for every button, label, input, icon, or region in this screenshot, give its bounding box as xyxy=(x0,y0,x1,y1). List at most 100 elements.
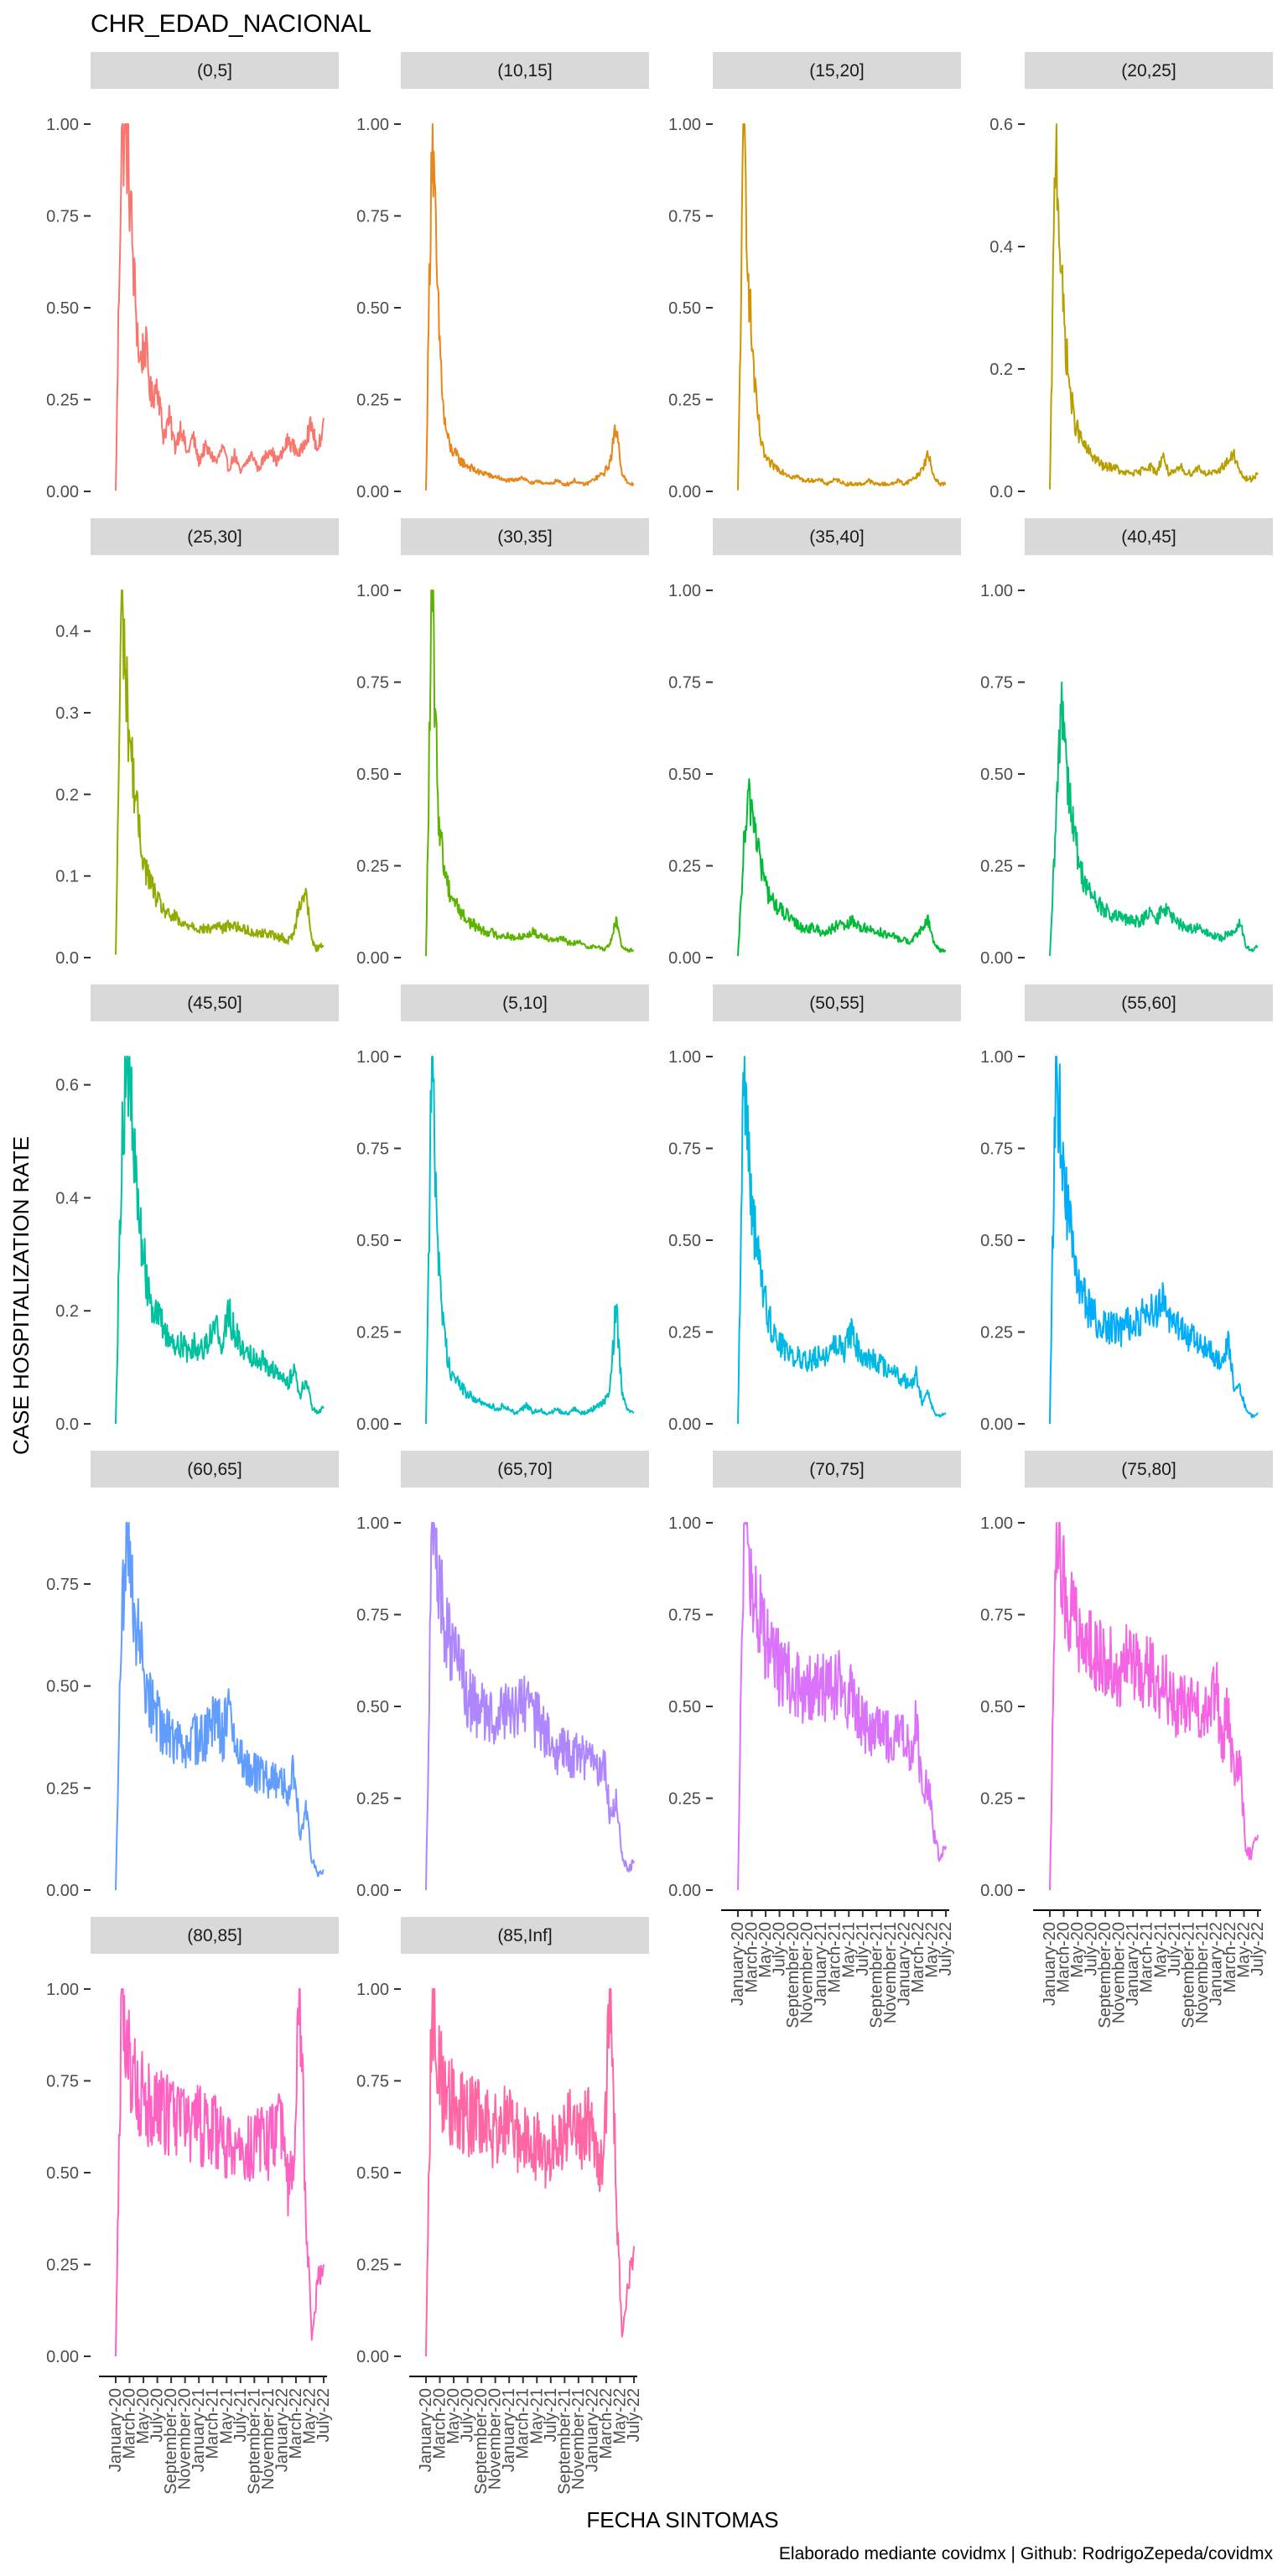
y-tick-label: 0.00 xyxy=(980,1415,1013,1434)
x-tick-label: May-21 xyxy=(1151,1922,1170,1978)
x-tick-label: July-21 xyxy=(542,2388,560,2442)
y-tick-label: 0.00 xyxy=(980,949,1013,968)
y-tick-label: 0.25 xyxy=(980,1324,1013,1343)
x-tick-label: July-20 xyxy=(771,1922,789,1976)
y-tick-label: 0.00 xyxy=(668,483,701,501)
y-tick-label: 0.50 xyxy=(980,1698,1013,1716)
facet-label: (60,65] xyxy=(187,1460,242,1479)
y-tick-label: 0.50 xyxy=(980,1232,1013,1250)
y-tick-label: 1.00 xyxy=(668,116,701,134)
x-tick-label: July-22 xyxy=(1249,1922,1267,1976)
y-tick-label: 0.25 xyxy=(46,392,79,410)
facet-panel: (0,5] 0.00 0.25 0.50 0.75 1.00 xyxy=(46,52,339,501)
y-tick-label: 0.00 xyxy=(356,949,389,968)
x-tick-label: March-22 xyxy=(597,2388,615,2459)
x-tick-label: November-20 xyxy=(798,1922,817,2023)
y-tick-label: 1.00 xyxy=(668,1514,701,1533)
facet-label: (15,20] xyxy=(809,61,864,80)
y-tick-label: 0.25 xyxy=(668,1324,701,1343)
x-tick-label: May-21 xyxy=(217,2388,236,2444)
facet-strip xyxy=(713,518,961,555)
series-line xyxy=(115,1522,325,1891)
x-tick-label: July-22 xyxy=(314,2388,333,2442)
series-line xyxy=(425,589,635,957)
x-tick-label: March-22 xyxy=(1221,1922,1239,1992)
facet-strip xyxy=(401,984,649,1021)
y-tick-label: 1.00 xyxy=(356,1514,389,1533)
series-line xyxy=(737,778,947,957)
x-tick-label: January-20 xyxy=(417,2388,435,2472)
facet-panel: (40,45] 0.00 0.25 0.50 0.75 1.00 xyxy=(980,518,1273,968)
facet-panel: (30,35] 0.00 0.25 0.50 0.75 1.00 xyxy=(356,518,649,968)
facet-strip xyxy=(1025,52,1273,89)
x-tick-label: January-21 xyxy=(1124,1922,1142,2006)
y-tick-label: 0.75 xyxy=(46,1576,79,1594)
facet-label: (85,Inf] xyxy=(497,1926,552,1945)
x-tick-label: January-22 xyxy=(583,2388,601,2472)
facet-panel: (25,30] 0.0 0.1 0.2 0.3 0.4 xyxy=(55,518,339,968)
facet-panel: (15,20] 0.00 0.25 0.50 0.75 1.00 xyxy=(668,52,961,501)
chart-title: CHR_EDAD_NACIONAL xyxy=(91,10,371,38)
x-tick-label: May-22 xyxy=(300,2388,319,2444)
y-tick-label: 0.75 xyxy=(356,208,389,226)
x-tick-label: March-22 xyxy=(287,2388,305,2459)
y-tick-label: 0.25 xyxy=(356,2257,389,2275)
facet-label: (5,10] xyxy=(502,994,548,1013)
y-tick-label: 0.4 xyxy=(989,238,1013,257)
facet-panel: (80,85]0.000.250.500.751.00January-20Mar… xyxy=(46,1917,339,2495)
facet-strip xyxy=(1025,518,1273,555)
y-tick-label: 0.00 xyxy=(46,1882,79,1900)
x-tick-label: May-22 xyxy=(922,1922,941,1978)
series-line xyxy=(425,123,635,491)
x-tick-label: January-21 xyxy=(190,2388,208,2472)
y-tick-label: 1.00 xyxy=(356,582,389,600)
y-tick-label: 0.6 xyxy=(55,1077,79,1095)
x-axis-label: FECHA SINTOMAS xyxy=(586,2507,778,2532)
x-tick-label: July-20 xyxy=(1083,1922,1101,1976)
x-tick-label: January-21 xyxy=(500,2388,518,2472)
y-tick-label: 0.75 xyxy=(668,1607,701,1625)
x-tick-label: May-22 xyxy=(610,2388,629,2444)
y-tick-label: 0.25 xyxy=(668,1790,701,1809)
x-tick-label: May-21 xyxy=(527,2388,546,2444)
x-tick-label: July-22 xyxy=(625,2388,643,2442)
y-tick-label: 0.50 xyxy=(356,299,389,318)
x-tick-label: July-20 xyxy=(459,2388,477,2442)
x-tick-label: September-21 xyxy=(867,1922,886,2028)
series-line xyxy=(737,1056,947,1425)
x-tick-label: November-21 xyxy=(259,2388,278,2490)
x-tick-label: September-21 xyxy=(555,2388,574,2495)
x-tick-label: March-22 xyxy=(909,1922,927,1992)
x-tick-label: January-20 xyxy=(729,1922,747,2006)
facet-panel: (75,80]0.000.250.500.751.00January-20Mar… xyxy=(980,1451,1273,2028)
y-tick-label: 0.25 xyxy=(356,858,389,876)
y-axis-label: CASE HOSPITALIZATION RATE xyxy=(8,1136,34,1455)
x-tick-label: March-21 xyxy=(204,2388,222,2459)
x-tick-label: January-22 xyxy=(273,2388,291,2472)
y-tick-label: 0.6 xyxy=(989,116,1013,134)
facet-label: (45,50] xyxy=(187,994,242,1013)
facet-panel: (85,Inf]0.000.250.500.751.00January-20Ma… xyxy=(356,1917,649,2495)
y-tick-label: 0.0 xyxy=(989,483,1013,501)
x-tick-label: November-21 xyxy=(1193,1922,1212,2023)
facet-strip xyxy=(1025,1451,1273,1488)
y-tick-label: 0.75 xyxy=(356,1607,389,1625)
y-tick-label: 0.75 xyxy=(980,1140,1013,1159)
y-tick-label: 1.00 xyxy=(980,1048,1013,1067)
y-tick-label: 0.75 xyxy=(980,674,1013,693)
x-tick-label: January-20 xyxy=(106,2388,125,2472)
x-tick-label: January-22 xyxy=(1207,1922,1225,2006)
y-tick-label: 0.75 xyxy=(356,674,389,693)
facet-label: (20,25] xyxy=(1121,61,1176,80)
series-line xyxy=(115,123,325,491)
facet-strip xyxy=(401,52,649,89)
facet-label: (50,55] xyxy=(809,994,864,1013)
x-tick-label: November-21 xyxy=(881,1922,900,2023)
x-tick-label: March-21 xyxy=(514,2388,532,2459)
facet-panel: (10,15] 0.00 0.25 0.50 0.75 1.00 xyxy=(356,52,649,501)
facet-label: (0,5] xyxy=(197,61,232,80)
series-line xyxy=(425,1056,635,1425)
y-tick-label: 0.75 xyxy=(668,674,701,693)
x-tick-label: November-20 xyxy=(1110,1922,1129,2023)
y-tick-label: 0.75 xyxy=(980,1607,1013,1625)
